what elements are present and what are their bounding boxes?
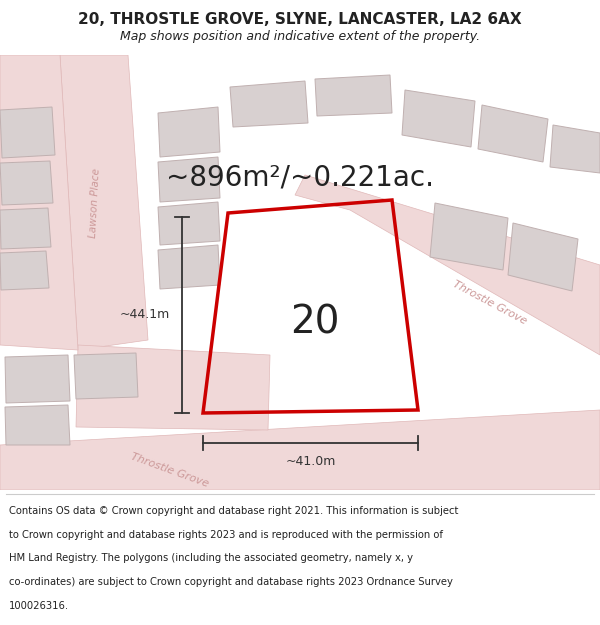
Text: 20: 20	[290, 304, 340, 342]
Polygon shape	[508, 223, 578, 291]
Polygon shape	[430, 203, 508, 270]
Text: HM Land Registry. The polygons (including the associated geometry, namely x, y: HM Land Registry. The polygons (includin…	[9, 554, 413, 564]
Text: ~896m²/~0.221ac.: ~896m²/~0.221ac.	[166, 163, 434, 191]
Polygon shape	[158, 245, 220, 289]
Polygon shape	[0, 251, 49, 290]
Polygon shape	[5, 355, 70, 403]
Text: Map shows position and indicative extent of the property.: Map shows position and indicative extent…	[120, 30, 480, 43]
Polygon shape	[402, 90, 475, 147]
Polygon shape	[0, 161, 53, 205]
Polygon shape	[0, 107, 55, 158]
Text: 100026316.: 100026316.	[9, 601, 69, 611]
Polygon shape	[478, 105, 548, 162]
Polygon shape	[5, 405, 70, 445]
Text: Throstle Grove: Throstle Grove	[451, 279, 529, 327]
Polygon shape	[295, 175, 600, 355]
Polygon shape	[158, 107, 220, 157]
Polygon shape	[60, 55, 148, 350]
Text: co-ordinates) are subject to Crown copyright and database rights 2023 Ordnance S: co-ordinates) are subject to Crown copyr…	[9, 577, 453, 587]
Text: to Crown copyright and database rights 2023 and is reproduced with the permissio: to Crown copyright and database rights 2…	[9, 530, 443, 540]
Text: ~41.0m: ~41.0m	[286, 455, 335, 468]
Polygon shape	[158, 202, 220, 245]
Polygon shape	[158, 157, 220, 202]
Text: Lawson Place: Lawson Place	[88, 168, 102, 238]
Polygon shape	[0, 55, 78, 350]
Polygon shape	[550, 125, 600, 173]
Polygon shape	[315, 75, 392, 116]
Text: Throstle Grove: Throstle Grove	[130, 451, 211, 489]
Polygon shape	[76, 345, 270, 430]
Text: Contains OS data © Crown copyright and database right 2021. This information is : Contains OS data © Crown copyright and d…	[9, 506, 458, 516]
Polygon shape	[0, 410, 600, 490]
Polygon shape	[230, 81, 308, 127]
Polygon shape	[74, 353, 138, 399]
Text: ~44.1m: ~44.1m	[120, 309, 170, 321]
Text: 20, THROSTLE GROVE, SLYNE, LANCASTER, LA2 6AX: 20, THROSTLE GROVE, SLYNE, LANCASTER, LA…	[78, 12, 522, 27]
Polygon shape	[0, 208, 51, 249]
